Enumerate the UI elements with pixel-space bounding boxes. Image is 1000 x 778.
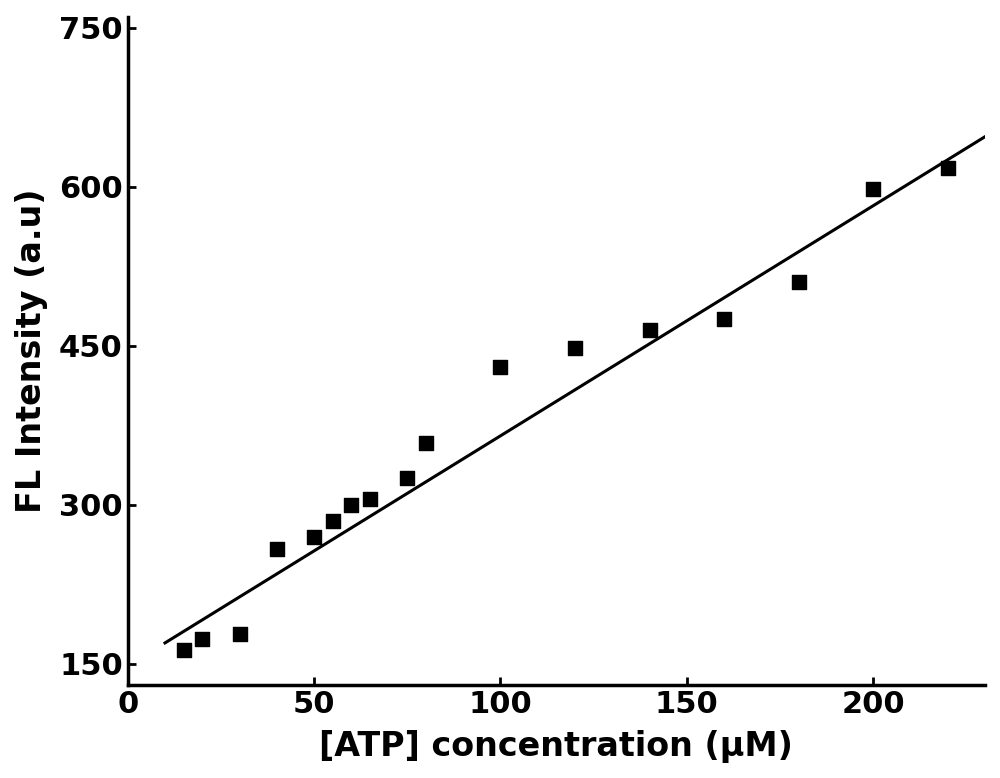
Point bbox=[232, 628, 248, 640]
Point bbox=[418, 437, 434, 450]
Point bbox=[343, 499, 359, 511]
Point bbox=[865, 183, 881, 195]
Point bbox=[306, 531, 322, 543]
Point bbox=[194, 633, 210, 646]
Point bbox=[642, 324, 658, 336]
Point bbox=[362, 493, 378, 506]
Y-axis label: FL Intensity (a.u): FL Intensity (a.u) bbox=[15, 189, 48, 513]
Point bbox=[567, 342, 583, 354]
Point bbox=[716, 313, 732, 325]
Point bbox=[492, 361, 508, 373]
Point bbox=[940, 161, 956, 173]
Point bbox=[791, 276, 807, 289]
Point bbox=[176, 644, 192, 657]
Point bbox=[325, 514, 341, 527]
X-axis label: [ATP] concentration (μM): [ATP] concentration (μM) bbox=[319, 730, 793, 763]
Point bbox=[269, 543, 285, 555]
Point bbox=[399, 472, 415, 485]
